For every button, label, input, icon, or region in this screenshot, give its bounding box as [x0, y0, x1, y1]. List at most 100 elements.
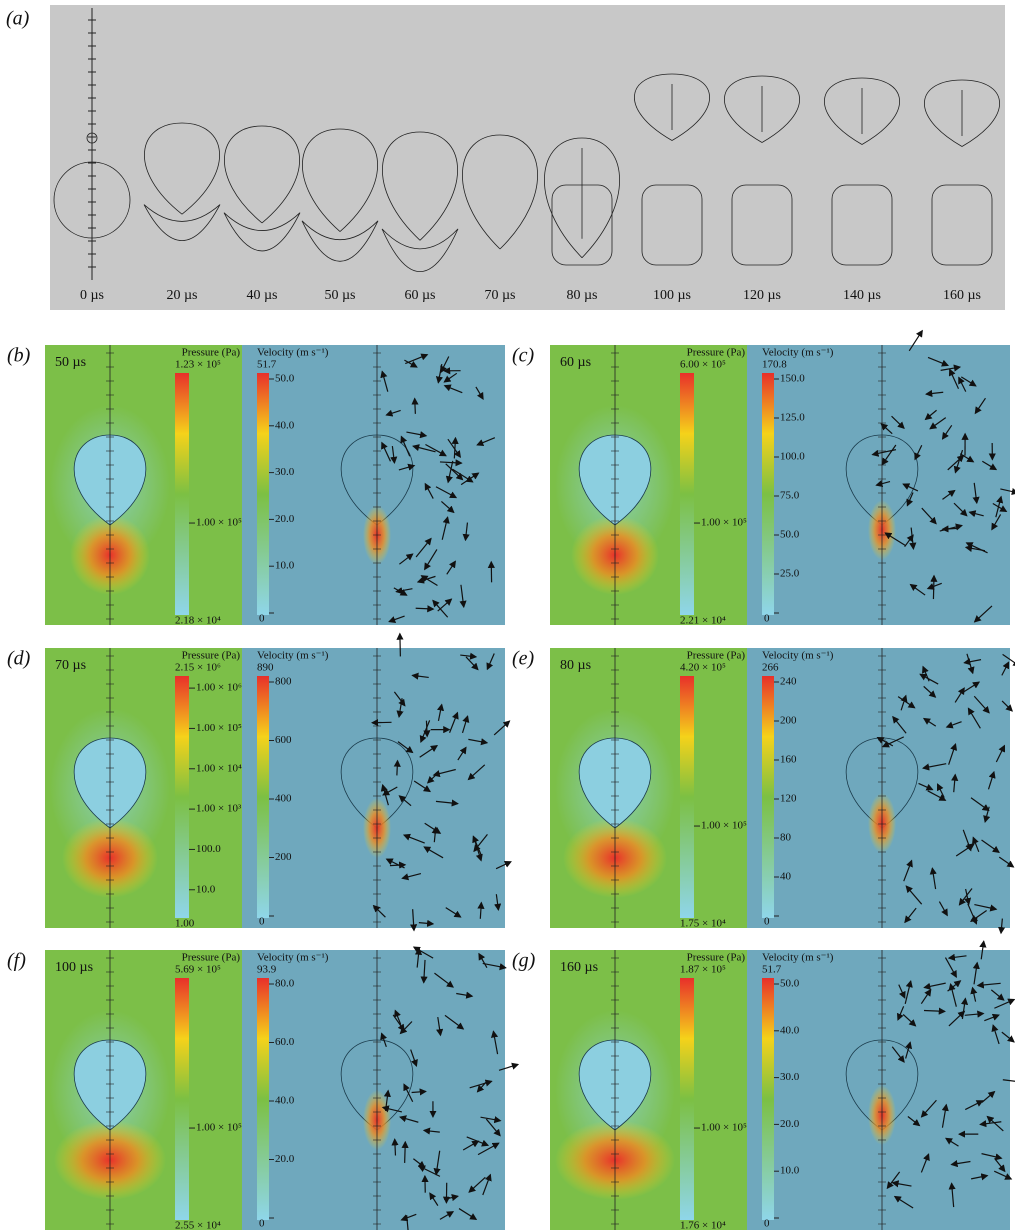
pressure-min: 1.75 × 10⁴ — [680, 918, 726, 930]
velocity-arrow — [981, 1153, 1003, 1161]
velocity-arrow — [927, 790, 947, 801]
velocity-arrow — [954, 687, 965, 703]
bubble — [824, 77, 900, 145]
velocity-arrow — [893, 1195, 914, 1209]
velocity-title: Velocity (m s⁻¹) — [762, 347, 834, 359]
velocity-arrow — [995, 744, 1006, 763]
velocity-arrow — [960, 376, 977, 387]
bubble — [831, 184, 893, 266]
velocity-tick-label: 240 — [780, 676, 797, 688]
velocity-arrow — [393, 587, 408, 596]
velocity-arrow — [998, 856, 1015, 868]
velocity-arrow — [922, 717, 937, 727]
bubble — [382, 131, 458, 241]
velocity-arrow — [495, 861, 512, 870]
pressure-min: 2.55 × 10⁴ — [175, 1220, 221, 1230]
pressure-tick-label: 1.00 × 10⁵ — [701, 1122, 747, 1134]
velocity-arrow — [970, 1173, 989, 1181]
pressure-min: 1.00 — [175, 918, 195, 930]
velocity-arrow — [482, 962, 507, 971]
bubble — [731, 184, 793, 266]
pressure-colorbar — [680, 373, 694, 615]
time-label: 80 µs — [566, 288, 597, 303]
velocity-arrow — [451, 436, 459, 459]
velocity-title: Velocity (m s⁻¹) — [257, 650, 329, 662]
velocity-arrow — [927, 356, 950, 367]
velocity-arrow — [881, 736, 905, 748]
time-label: 60 µs — [560, 355, 591, 370]
velocity-tick-label: 50.0 — [275, 373, 295, 385]
velocity-arrow — [385, 409, 401, 417]
velocity-arrow — [444, 1014, 465, 1030]
velocity-arrow — [973, 605, 993, 623]
time-label: 70 µs — [55, 658, 86, 673]
velocity-arrow — [947, 953, 967, 961]
velocity-tick-label: 10.0 — [780, 1165, 800, 1177]
bubble — [462, 134, 538, 250]
time-label: 50 µs — [324, 288, 355, 303]
velocity-arrow — [903, 859, 913, 882]
velocity-arrow — [440, 500, 455, 514]
pressure-tick-label: 1.00 × 10⁵ — [701, 820, 747, 832]
pressure-colorbar — [175, 676, 189, 918]
panel-label: (e) — [512, 648, 535, 670]
velocity-arrow — [445, 463, 464, 481]
velocity-arrow — [974, 903, 998, 912]
velocity-arrow — [891, 415, 905, 430]
velocity-arrow — [914, 444, 923, 461]
velocity-arrow — [909, 583, 926, 596]
velocity-arrow — [418, 919, 435, 927]
panel: (e) 80 µs Pressure (Pa)4.20 × 10⁵ 1.00 × 10… — [512, 648, 1015, 935]
velocity-title: Velocity (m s⁻¹) — [762, 952, 834, 964]
velocity-arrow — [456, 991, 474, 999]
velocity-arrow — [959, 453, 975, 463]
velocity-arrow — [380, 1032, 388, 1048]
velocity-tick-label: 0 — [259, 1218, 265, 1230]
panel: (d) 70 µs Pressure (Pa)2.15 × 10⁶ 1.00 × 10… — [7, 632, 512, 932]
pressure-tick-label: 1.00 × 10³ — [196, 803, 242, 815]
velocity-arrow — [460, 652, 478, 660]
pressure-title: Pressure (Pa) — [687, 952, 746, 964]
velocity-tick-label: 160 — [780, 754, 797, 766]
velocity-arrow — [426, 771, 440, 784]
bubble — [381, 228, 459, 272]
velocity-tick-label: 50.0 — [780, 529, 800, 541]
velocity-arrow — [970, 986, 978, 1002]
velocity-arrow — [462, 522, 470, 542]
velocity-arrow — [494, 894, 502, 912]
velocity-arrow — [929, 417, 947, 430]
velocity-arrow — [465, 656, 479, 671]
velocity-arrow — [449, 711, 459, 733]
velocity-arrow — [433, 1150, 441, 1176]
velocity-arrow — [955, 843, 975, 857]
velocity-arrow — [968, 510, 984, 518]
velocity-arrow — [991, 514, 1002, 531]
velocity-arrow — [925, 389, 944, 398]
velocity-arrow — [972, 836, 980, 853]
velocity-arrow — [921, 507, 937, 525]
velocity-arrow — [948, 1182, 956, 1208]
velocity-arrow — [929, 867, 937, 890]
velocity-arrow — [938, 901, 948, 917]
velocity-arrow — [423, 720, 431, 738]
velocity-arrow — [995, 495, 1004, 518]
pressure-colorbar — [175, 978, 189, 1220]
velocity-tick-label: 600 — [275, 734, 292, 746]
velocity-arrow — [372, 904, 386, 918]
panel: (g) 160 µs Pressure (Pa)1.87 × 10⁵ 1.00 × 1… — [512, 940, 1015, 1230]
pressure-tick-label: 100.0 — [196, 843, 221, 855]
velocity-arrow — [399, 553, 414, 565]
velocity-arrow — [948, 368, 960, 389]
velocity-field — [242, 648, 505, 928]
time-label: 80 µs — [560, 658, 591, 673]
velocity-tick-label: 0 — [259, 916, 265, 928]
velocity-arrow — [398, 795, 412, 807]
velocity-arrow — [419, 744, 439, 758]
velocity-arrow — [904, 907, 917, 924]
bubble — [641, 184, 703, 266]
velocity-arrow — [908, 329, 923, 352]
pressure-tick-label: 1.00 × 10⁵ — [196, 722, 242, 734]
velocity-arrow — [944, 957, 957, 979]
velocity-arrow — [439, 459, 463, 467]
velocity-arrow — [458, 1208, 478, 1221]
